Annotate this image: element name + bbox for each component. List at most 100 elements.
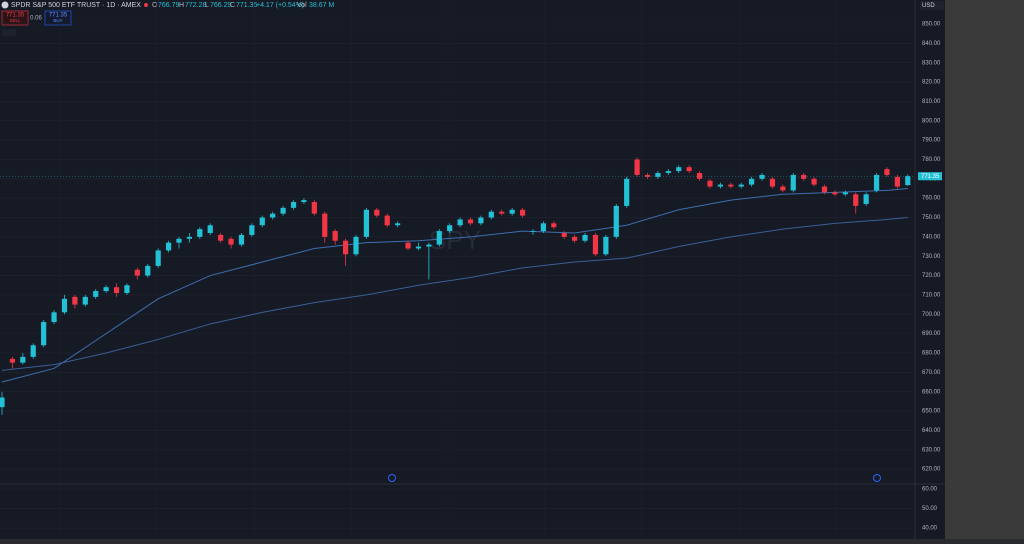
candle-body xyxy=(426,244,432,247)
candle-body xyxy=(894,176,900,187)
event-marker[interactable] xyxy=(388,474,396,482)
y-tick-label: 760.00 xyxy=(922,196,941,202)
status-dot xyxy=(144,3,148,7)
symbol-title[interactable]: SPDR S&P 500 ETF TRUST · 1D · AMEX xyxy=(11,2,141,9)
candle-body xyxy=(801,174,807,179)
symbol-icon[interactable] xyxy=(1,1,9,9)
candle-body xyxy=(603,236,609,255)
candle-body xyxy=(61,298,68,313)
candle-body xyxy=(540,223,546,232)
candle-body xyxy=(873,174,880,191)
candle-body xyxy=(561,233,567,237)
y-tick-label: 800.00 xyxy=(922,118,941,124)
sell-button[interactable] xyxy=(1,10,29,26)
y-tick-label: 730.00 xyxy=(922,254,941,260)
candle-body xyxy=(197,229,203,237)
candle-body xyxy=(863,194,869,204)
candle-body xyxy=(790,174,796,191)
y-tick-label: 690.00 xyxy=(922,331,941,337)
candle-body xyxy=(759,174,765,179)
candle-body xyxy=(842,192,848,195)
l-label: L xyxy=(205,2,209,9)
candle-body xyxy=(738,184,744,187)
candle-body xyxy=(592,234,599,255)
candle-body xyxy=(218,234,224,241)
side-panel xyxy=(945,0,1024,539)
currency-button[interactable] xyxy=(920,1,944,10)
candle-body xyxy=(478,217,484,224)
change-value: +4.17 (+0.54%) xyxy=(256,2,304,9)
h-label: H xyxy=(179,2,184,9)
candle-body xyxy=(290,202,297,208)
y-tick-label: 780.00 xyxy=(922,157,941,163)
candle-body xyxy=(780,186,786,191)
candle-body xyxy=(395,223,401,226)
candle-body xyxy=(41,322,47,346)
candle-body xyxy=(696,173,703,179)
candle-body xyxy=(228,238,234,245)
candle-body xyxy=(519,209,526,216)
spread: 0.06 xyxy=(30,16,42,22)
candle-body xyxy=(717,184,723,187)
event-marker[interactable] xyxy=(873,474,881,482)
candle-body xyxy=(374,209,380,216)
low-value: 766.29 xyxy=(210,2,232,9)
candle-body xyxy=(145,265,151,276)
y-tick-label: 850.00 xyxy=(922,22,941,28)
y-tick-label: 650.00 xyxy=(922,409,941,415)
volume-value: 38.67 M xyxy=(309,2,334,9)
candle-body xyxy=(311,202,317,214)
y-tick-label: 830.00 xyxy=(922,60,941,66)
candle-body xyxy=(332,231,338,241)
candle-body xyxy=(811,178,817,185)
vol-label: Vol xyxy=(297,2,307,9)
high-value: 772.28 xyxy=(185,2,207,9)
buy-button[interactable] xyxy=(44,10,72,26)
candle-body xyxy=(415,246,422,249)
candle-body xyxy=(322,213,328,237)
candle-body xyxy=(270,213,276,218)
moving-average xyxy=(1,217,908,371)
y-tick-label: 50.00 xyxy=(922,506,938,512)
candle-body xyxy=(20,356,26,363)
candle-body xyxy=(301,200,307,203)
sell-label: SELL xyxy=(9,18,21,23)
candle-body xyxy=(853,194,859,206)
candle-body xyxy=(634,159,640,175)
candle-body xyxy=(176,238,182,243)
candle-body xyxy=(884,169,890,175)
candle-body xyxy=(676,167,682,172)
candle-body xyxy=(93,291,99,297)
sell-price: 771.35 xyxy=(6,13,25,19)
candle-body xyxy=(509,209,515,214)
candle-body xyxy=(530,231,536,232)
y-tick-label: 810.00 xyxy=(922,99,941,105)
candle-body xyxy=(249,225,255,235)
y-tick-label: 670.00 xyxy=(922,370,941,376)
y-tick-label: 40.00 xyxy=(922,526,938,532)
y-tick-label: 820.00 xyxy=(922,80,941,86)
candle-body xyxy=(655,173,661,177)
candle-body xyxy=(582,234,588,241)
collapse-button[interactable] xyxy=(2,29,16,36)
o-label: O xyxy=(152,2,158,9)
buy-price: 771.35 xyxy=(49,13,68,19)
candle-body xyxy=(467,219,474,224)
candle-body xyxy=(124,285,130,293)
open-value: 766.79 xyxy=(158,2,180,9)
y-tick-label: 710.00 xyxy=(922,293,941,299)
candle-body xyxy=(624,178,630,206)
y-tick-label: 60.00 xyxy=(922,487,938,493)
candle-body xyxy=(113,287,120,293)
candle-body xyxy=(821,186,828,193)
c-label: C xyxy=(230,2,235,9)
candle-body xyxy=(207,225,213,234)
candle-body xyxy=(488,211,494,218)
candle-body xyxy=(613,205,619,237)
currency[interactable]: USD xyxy=(922,3,935,9)
candle-body xyxy=(686,167,692,172)
candle-body xyxy=(259,217,265,226)
candle-body xyxy=(728,184,734,187)
